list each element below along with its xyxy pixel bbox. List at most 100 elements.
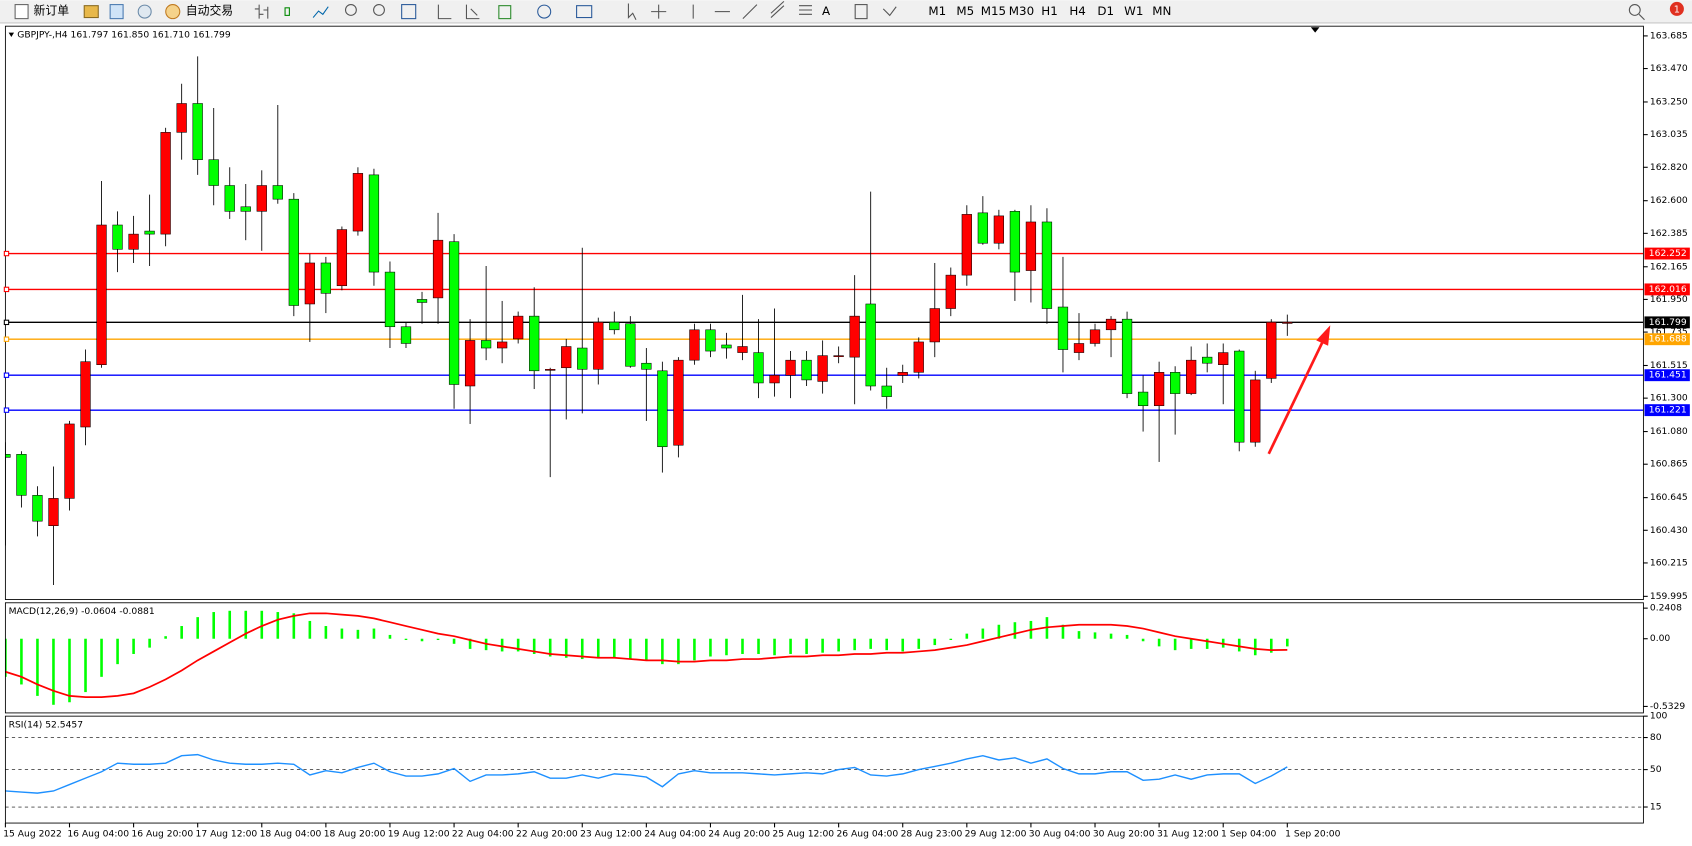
icon[interactable] <box>109 4 124 20</box>
macd-bar <box>693 638 696 661</box>
text-tool[interactable]: A <box>822 4 831 18</box>
y-tick-label: 80 <box>1650 732 1662 743</box>
x-tick-label: 16 Aug 20:00 <box>131 828 193 839</box>
icon[interactable] <box>537 4 552 19</box>
macd-bar <box>1125 634 1129 639</box>
y-tick-label: 160.865 <box>1650 459 1688 470</box>
timeframe-button[interactable]: D1 <box>1097 4 1114 18</box>
auto-trade-button[interactable]: 自动交易 <box>186 4 233 18</box>
macd-bar <box>869 638 872 649</box>
candle-body <box>144 230 155 235</box>
icon[interactable] <box>344 4 357 16</box>
notification-badge[interactable] <box>1669 1 1684 16</box>
candle-body <box>352 173 364 232</box>
new-order-button[interactable]: 新订单 <box>33 4 69 18</box>
candle-body <box>1057 306 1069 350</box>
macd-bar <box>661 638 664 665</box>
macd-bar <box>1093 632 1097 639</box>
x-tick-label: 16 Aug 04:00 <box>67 828 129 839</box>
icon[interactable] <box>254 4 269 19</box>
macd-bar <box>1286 638 1289 647</box>
candle-body <box>897 372 908 376</box>
candle-body <box>368 174 380 273</box>
icon[interactable] <box>770 0 785 18</box>
icon[interactable] <box>137 4 152 19</box>
candle-body <box>785 359 796 376</box>
macd-bar <box>212 612 216 639</box>
macd-bar <box>68 638 71 703</box>
timeframe-button[interactable]: M15 <box>981 4 1006 18</box>
candle-body <box>288 198 299 306</box>
icon[interactable] <box>742 4 758 20</box>
macd-bar <box>981 628 985 639</box>
icon[interactable] <box>498 5 512 20</box>
icon[interactable] <box>854 4 868 20</box>
candle-body <box>304 262 315 305</box>
candle-body <box>32 495 43 522</box>
macd-bar <box>516 638 520 652</box>
icon[interactable] <box>465 4 480 20</box>
timeframe-button[interactable]: H4 <box>1069 4 1085 18</box>
candle-body <box>432 239 444 299</box>
icon[interactable] <box>284 7 290 16</box>
timeframe-button[interactable]: W1 <box>1124 4 1143 18</box>
x-tick-label: 24 Aug 04:00 <box>644 828 706 839</box>
x-tick-label: 31 Aug 12:00 <box>1157 828 1219 839</box>
macd-bar <box>757 638 760 654</box>
indicator-title: MACD(12,26,9) -0.0604 -0.0881 <box>9 606 155 617</box>
new-order-icon[interactable] <box>14 4 29 20</box>
macd-bar <box>933 638 937 646</box>
timeframe-button[interactable]: MN <box>1152 4 1171 18</box>
icon[interactable] <box>83 5 99 19</box>
candle-body <box>48 498 59 526</box>
macd-bar <box>36 638 39 696</box>
candle-body <box>641 362 652 370</box>
candle-body <box>416 299 428 303</box>
candle-body <box>1234 350 1245 443</box>
y-tick-label: 161.950 <box>1650 294 1688 305</box>
candle-body <box>1282 322 1293 324</box>
icon[interactable] <box>401 4 417 20</box>
y-tick-label: 161.080 <box>1650 426 1688 437</box>
y-tick-label: 162.600 <box>1650 195 1688 206</box>
macd-bar <box>596 638 600 658</box>
candle-body <box>1105 318 1117 331</box>
search-icon[interactable] <box>1628 4 1645 21</box>
candle-body <box>833 355 844 357</box>
auto-trade-icon[interactable] <box>165 4 181 20</box>
timeframe-button[interactable]: M30 <box>1009 4 1034 18</box>
x-tick-label: 17 Aug 12:00 <box>196 828 258 839</box>
timeframe-button[interactable]: M1 <box>928 4 946 18</box>
icon[interactable] <box>576 5 593 19</box>
macd-bar <box>789 638 792 654</box>
candle-body <box>128 233 139 250</box>
candle-body <box>977 212 988 244</box>
toolbar-bg <box>0 0 1692 23</box>
icon[interactable] <box>373 4 385 16</box>
y-tick-label: 162.165 <box>1650 261 1688 272</box>
icon[interactable] <box>651 4 667 19</box>
candle-body <box>192 103 203 160</box>
icon[interactable] <box>312 6 329 18</box>
macd-bar <box>356 629 360 639</box>
candle-body <box>1089 329 1101 344</box>
icon[interactable] <box>627 3 637 20</box>
price-label: 161.221 <box>1649 405 1687 416</box>
x-tick-label: 1 Sep 04:00 <box>1221 828 1276 839</box>
candle-body <box>208 159 219 186</box>
macd-bar <box>1157 638 1161 647</box>
macd-bar <box>132 638 135 654</box>
icon[interactable] <box>437 4 452 20</box>
candle-body <box>561 346 572 369</box>
icon[interactable] <box>882 6 897 17</box>
timeframe-button[interactable]: M5 <box>956 4 974 18</box>
x-tick-label: 28 Aug 23:00 <box>901 828 963 839</box>
icon[interactable] <box>799 5 812 15</box>
macd-bar <box>228 610 232 639</box>
x-tick-label: 30 Aug 20:00 <box>1093 828 1155 839</box>
timeframe-button[interactable]: H1 <box>1041 4 1057 18</box>
y-tick-label: -0.5329 <box>1650 701 1686 712</box>
macd-bar <box>1237 638 1241 652</box>
candle-body <box>849 315 860 358</box>
